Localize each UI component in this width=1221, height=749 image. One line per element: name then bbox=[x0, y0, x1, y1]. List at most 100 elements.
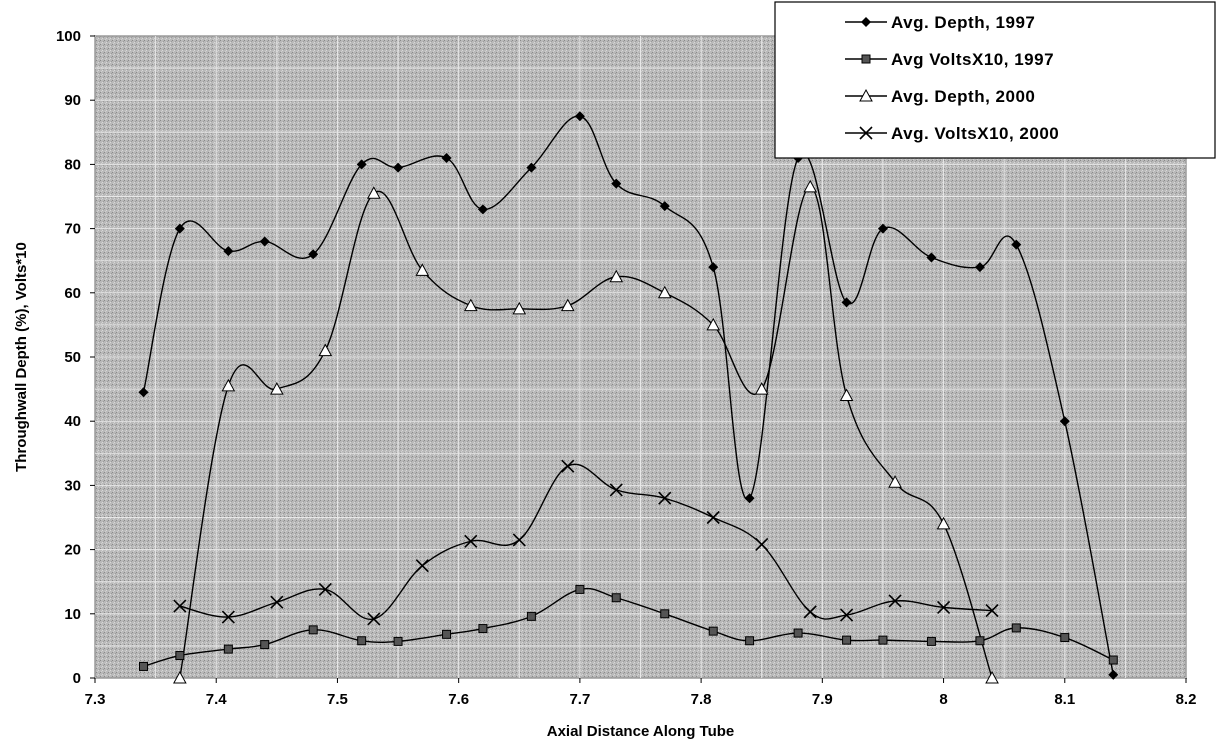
data-point-x bbox=[706, 510, 720, 525]
legend-marker-square bbox=[861, 54, 871, 64]
data-point-triangle bbox=[415, 263, 430, 276]
data-point-diamond bbox=[174, 223, 185, 234]
data-point-diamond bbox=[744, 493, 755, 504]
data-point-diamond bbox=[259, 236, 270, 247]
data-point-triangle bbox=[609, 269, 624, 283]
series-markers bbox=[138, 111, 1119, 684]
legend-label: Avg. VoltsX10, 2000 bbox=[891, 124, 1059, 143]
data-point-triangle bbox=[936, 516, 951, 530]
data-point-diamond bbox=[974, 262, 985, 273]
data-point-diamond bbox=[841, 297, 852, 308]
data-point-x bbox=[658, 491, 672, 505]
data-point-x bbox=[803, 605, 817, 619]
data-point-triangle bbox=[657, 285, 672, 299]
legend-marker-triangle bbox=[859, 88, 873, 102]
x-tick-label: 7.6 bbox=[448, 691, 469, 708]
x-tick-label: 8 bbox=[939, 691, 947, 708]
data-point-square bbox=[442, 629, 452, 639]
data-point-triangle bbox=[839, 388, 854, 402]
grid-lines bbox=[94, 35, 1187, 679]
data-point-square bbox=[878, 635, 888, 645]
data-point-square bbox=[308, 625, 318, 635]
data-point-x bbox=[270, 595, 284, 609]
data-point-square bbox=[393, 636, 403, 646]
y-tick-label: 100 bbox=[56, 28, 81, 45]
legend-item: Avg. Depth, 1997 bbox=[845, 13, 1035, 32]
data-point-square bbox=[1060, 633, 1070, 643]
data-point-triangle bbox=[512, 301, 527, 315]
x-tick-label: 8.1 bbox=[1054, 691, 1075, 708]
data-point-square bbox=[175, 651, 185, 661]
data-point-square bbox=[660, 609, 670, 619]
legend-label: Avg VoltsX10, 1997 bbox=[891, 50, 1054, 69]
data-point-x bbox=[512, 533, 526, 547]
data-point-square bbox=[260, 640, 270, 650]
data-point-square bbox=[842, 635, 852, 645]
y-tick-label: 20 bbox=[64, 542, 81, 559]
legend-label: Avg. Depth, 2000 bbox=[891, 87, 1035, 106]
data-point-diamond bbox=[708, 262, 719, 273]
data-point-x bbox=[985, 604, 999, 618]
series-line-3 bbox=[179, 186, 993, 679]
data-point-triangle bbox=[706, 317, 721, 331]
y-tick-label: 0 bbox=[73, 670, 81, 687]
data-point-square bbox=[526, 611, 536, 621]
data-point-diamond bbox=[477, 204, 488, 215]
data-point-triangle bbox=[221, 378, 236, 392]
data-point-diamond bbox=[877, 223, 888, 234]
data-point-x bbox=[415, 559, 429, 573]
data-point-x bbox=[464, 534, 478, 548]
data-point-square bbox=[575, 584, 585, 594]
data-point-square bbox=[223, 644, 233, 654]
y-tick-label: 90 bbox=[64, 92, 81, 109]
data-point-x bbox=[888, 594, 902, 608]
x-tick-label: 7.9 bbox=[812, 691, 833, 708]
data-point-diamond bbox=[659, 201, 670, 212]
y-tick-label: 60 bbox=[64, 285, 81, 302]
data-point-diamond bbox=[356, 159, 367, 170]
data-point-x bbox=[609, 483, 623, 497]
legend-item: Avg. Depth, 2000 bbox=[845, 87, 1035, 106]
data-point-square bbox=[138, 661, 148, 671]
data-point-diamond bbox=[393, 162, 404, 173]
x-tick-label: 7.7 bbox=[569, 691, 590, 708]
data-point-diamond bbox=[574, 111, 585, 122]
y-tick-label: 30 bbox=[64, 477, 81, 494]
legend-marker-x bbox=[859, 126, 873, 140]
y-tick-label: 10 bbox=[64, 606, 81, 623]
data-point-diamond bbox=[1011, 239, 1022, 250]
tick-labels: 7.3 7.4 7.5 7.6 7.7 7.8 7.9 8 8.1 8.2 0 10 20 30 40 50 6… bbox=[56, 28, 1196, 708]
x-tick-label: 7.3 bbox=[85, 691, 106, 708]
data-point-diamond bbox=[611, 178, 622, 189]
data-point-diamond bbox=[223, 246, 234, 257]
legend-label: Avg. Depth, 1997 bbox=[891, 13, 1035, 32]
data-point-square bbox=[1011, 623, 1021, 633]
data-point-x bbox=[936, 600, 951, 614]
data-point-triangle bbox=[888, 475, 902, 488]
data-point-x bbox=[221, 610, 235, 624]
data-point-square bbox=[611, 593, 621, 603]
data-point-square bbox=[1108, 655, 1118, 665]
legend-box bbox=[774, 1, 1216, 159]
y-tick-label: 40 bbox=[64, 413, 81, 430]
y-tick-label: 70 bbox=[64, 221, 81, 238]
data-point-triangle bbox=[985, 670, 999, 684]
data-point-square bbox=[745, 636, 755, 646]
data-point-square bbox=[478, 624, 488, 634]
data-point-square bbox=[708, 626, 718, 636]
data-point-triangle bbox=[463, 298, 478, 312]
data-point-x bbox=[367, 612, 381, 626]
x-tick-label: 7.4 bbox=[206, 691, 228, 708]
y-tick-label: 80 bbox=[64, 156, 81, 173]
legend-marker-diamond bbox=[861, 17, 871, 27]
y-axis-title: Throughwall Depth (%), Volts*10 bbox=[13, 242, 30, 472]
data-point-triangle bbox=[803, 179, 818, 193]
data-point-triangle bbox=[754, 382, 769, 395]
legend-item: Avg VoltsX10, 1997 bbox=[845, 50, 1054, 69]
data-point-diamond bbox=[308, 249, 319, 260]
data-point-x bbox=[561, 459, 575, 473]
data-point-diamond bbox=[138, 387, 149, 398]
data-point-x bbox=[318, 582, 332, 596]
data-point-triangle bbox=[173, 670, 187, 684]
